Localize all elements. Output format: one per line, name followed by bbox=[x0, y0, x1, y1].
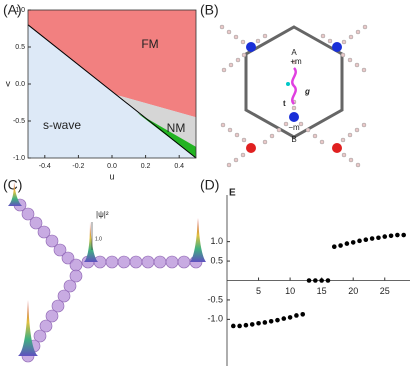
point bbox=[331, 244, 337, 249]
point bbox=[237, 323, 242, 329]
site-b bbox=[289, 112, 299, 122]
point bbox=[338, 243, 343, 248]
bond-chains bbox=[219, 24, 368, 168]
coupling-label: g bbox=[304, 87, 310, 96]
phase-boundary bbox=[27, 24, 197, 159]
point bbox=[243, 322, 249, 328]
y-tick-label: -0.5 bbox=[207, 294, 223, 304]
x-tick-label: 20 bbox=[348, 286, 358, 296]
point bbox=[306, 278, 312, 283]
peak bbox=[18, 300, 38, 356]
x-tick-label: 10 bbox=[285, 286, 295, 296]
x-tick-label: 25 bbox=[380, 286, 390, 296]
site-a bbox=[332, 42, 342, 52]
tick-label: 1.0 bbox=[95, 236, 102, 242]
site-b bbox=[332, 143, 342, 153]
y-tick-label: 0.0 bbox=[15, 81, 25, 88]
x-tick-label: 0.0 bbox=[107, 163, 117, 170]
x-tick-label: 5 bbox=[256, 286, 261, 296]
peak bbox=[84, 222, 98, 262]
region bbox=[28, 10, 196, 118]
mass-label: +m bbox=[290, 57, 302, 66]
axis-label: |ψ|² bbox=[96, 210, 109, 219]
panel-label: (B) bbox=[200, 2, 219, 18]
point bbox=[388, 233, 394, 239]
peak bbox=[190, 218, 206, 262]
x-tick-label: -0.2 bbox=[72, 163, 84, 170]
point bbox=[268, 319, 274, 324]
region-label: NM bbox=[167, 121, 186, 135]
panel-label: (D) bbox=[200, 177, 219, 193]
x-tick-label: 15 bbox=[317, 286, 327, 296]
point bbox=[294, 313, 299, 318]
point bbox=[401, 232, 406, 238]
point bbox=[376, 235, 381, 241]
point bbox=[256, 320, 261, 326]
point bbox=[395, 232, 400, 238]
point bbox=[262, 320, 268, 325]
region-label: s-wave bbox=[43, 118, 81, 132]
site-b bbox=[246, 143, 256, 153]
point bbox=[313, 278, 318, 283]
y-tick-label: 0.5 bbox=[210, 255, 223, 265]
point bbox=[281, 316, 287, 321]
bond-link bbox=[291, 67, 297, 105]
peak bbox=[8, 182, 22, 206]
x-tick-label: 0.2 bbox=[141, 163, 151, 170]
wavefunction: |ψ|² 1.0 bbox=[8, 182, 206, 363]
point bbox=[357, 238, 362, 244]
mass-label: −m bbox=[288, 123, 300, 132]
point bbox=[382, 234, 388, 239]
lattice: A +m g t −m B bbox=[219, 24, 368, 168]
hopping-bead bbox=[286, 82, 290, 86]
point bbox=[287, 315, 293, 320]
point bbox=[369, 236, 375, 241]
site-label: B bbox=[291, 135, 296, 144]
point bbox=[363, 237, 369, 242]
y-tick-label: -1.0 bbox=[13, 155, 25, 162]
point bbox=[319, 278, 324, 283]
x-tick-label: 0.4 bbox=[174, 163, 184, 170]
y-tick-label: 0.5 bbox=[15, 44, 25, 51]
panel-label: (A) bbox=[3, 2, 22, 18]
x-tick-label: -0.4 bbox=[39, 163, 51, 170]
hopping-label: t bbox=[283, 99, 286, 108]
region-label: FM bbox=[141, 37, 158, 51]
site-label: A bbox=[291, 48, 297, 57]
point bbox=[350, 240, 356, 245]
point bbox=[344, 241, 350, 246]
site-a bbox=[246, 42, 256, 52]
point bbox=[275, 317, 280, 323]
y-tick-label: 1.0 bbox=[210, 236, 223, 246]
panel-label: (C) bbox=[3, 177, 22, 193]
y-tick-label: -1.0 bbox=[207, 314, 223, 324]
y-axis-label: v bbox=[6, 78, 11, 88]
y-axis-label: E bbox=[229, 188, 236, 199]
y-tick-label: -0.5 bbox=[13, 118, 25, 125]
y-tick-label: 1.0 bbox=[15, 7, 25, 14]
point bbox=[300, 312, 306, 317]
point bbox=[231, 323, 236, 329]
point bbox=[325, 278, 331, 283]
chain-beads bbox=[13, 198, 203, 363]
x-axis-label: u bbox=[109, 171, 114, 181]
point bbox=[249, 322, 255, 327]
